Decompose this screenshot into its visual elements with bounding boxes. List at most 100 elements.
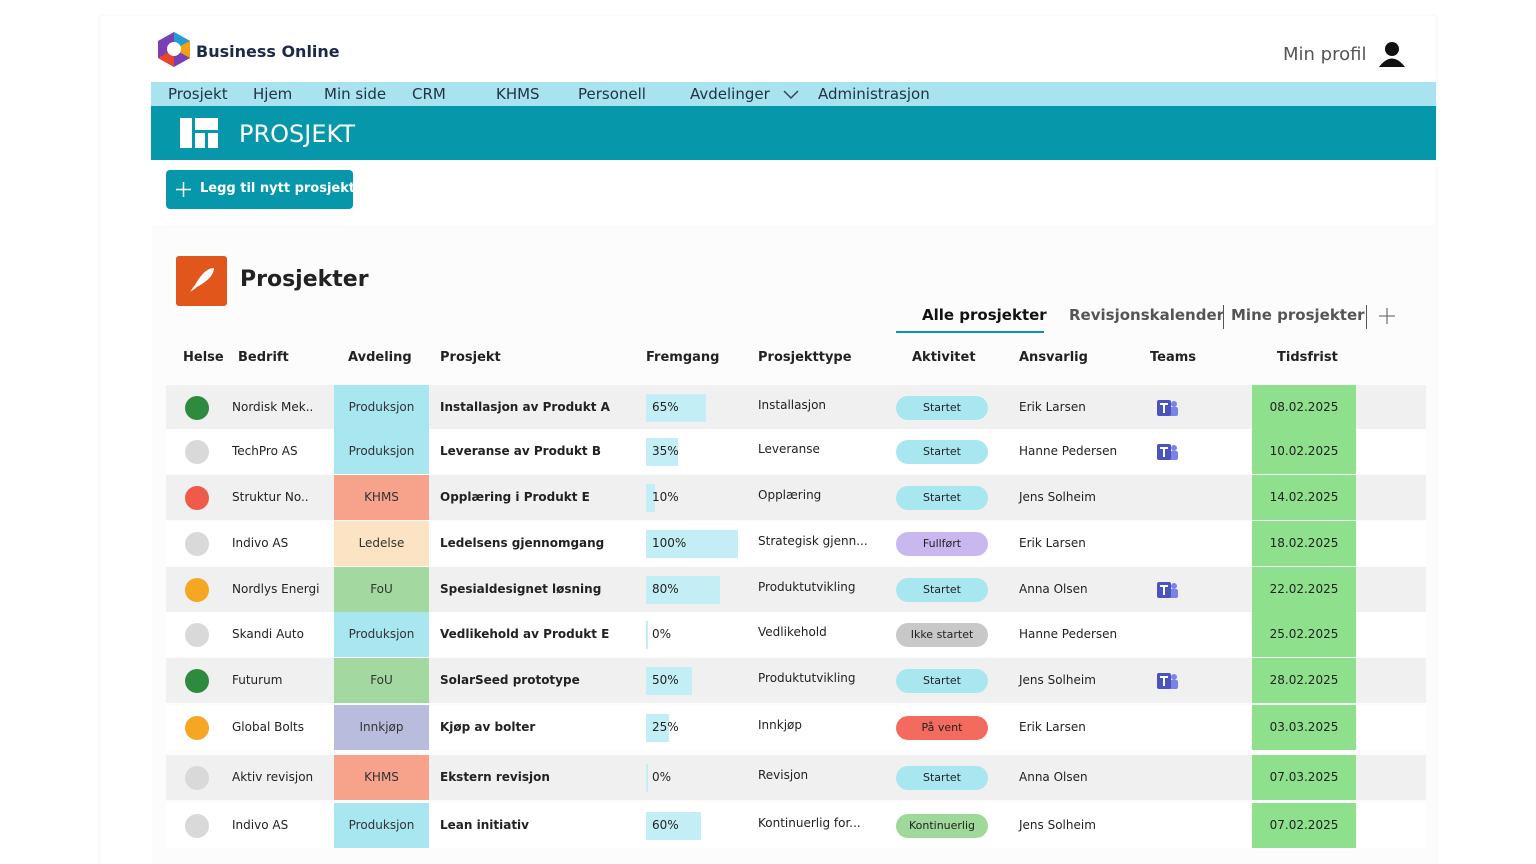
progress-track <box>646 763 648 792</box>
project-type: Opplæring <box>758 487 822 502</box>
progress-bar <box>646 666 692 695</box>
project-type: Revisjon <box>758 767 809 782</box>
add-tab[interactable] <box>1379 308 1395 324</box>
column-header: Ansvarlig <box>1019 350 1088 365</box>
owner: Hanne Pedersen <box>1019 626 1118 641</box>
tab-divider <box>1223 305 1224 329</box>
banner <box>151 106 1436 160</box>
company: Aktiv revisjon <box>232 769 314 784</box>
nav-item[interactable]: Administrasjon <box>818 85 930 103</box>
department: Produksjon <box>348 817 415 832</box>
progress-label: 50% <box>652 672 679 687</box>
progress-label: 80% <box>652 581 679 596</box>
profile-icon[interactable] <box>1378 40 1406 68</box>
nav-item[interactable]: Avdelinger <box>690 85 770 103</box>
teams-icon[interactable] <box>1157 671 1179 691</box>
deadline-cell <box>1252 475 1356 520</box>
deadline: 08.02.2025 <box>1269 399 1339 414</box>
health-dot <box>185 577 209 602</box>
deadline-cell <box>1252 803 1356 848</box>
health-dot <box>185 813 209 838</box>
company: Futurum <box>232 672 283 687</box>
company: Skandi Auto <box>232 626 304 641</box>
logo <box>158 32 190 67</box>
brand: Business Online <box>196 42 340 61</box>
column-header: Helse <box>183 350 224 365</box>
project-name: Lean initiativ <box>440 817 529 832</box>
tab[interactable]: Alle prosjekter <box>922 306 1047 324</box>
column-header: Bedrift <box>238 350 289 365</box>
status-pill <box>896 622 988 647</box>
department-cell <box>334 755 429 800</box>
company: Indivo AS <box>232 817 289 832</box>
deadline: 14.02.2025 <box>1269 489 1339 504</box>
status: Startet <box>923 770 961 784</box>
nav-item[interactable]: Hjem <box>253 85 293 103</box>
add-button-label[interactable]: Legg til nytt prosjekt <box>200 181 356 196</box>
department-cell <box>334 705 429 750</box>
status-pill <box>896 531 988 556</box>
health-dot <box>185 395 209 420</box>
project-name: Spesialdesignet løsning <box>440 581 602 596</box>
deadline-cell <box>1252 705 1356 750</box>
nav-item[interactable]: Personell <box>578 85 646 103</box>
health-dot <box>185 485 209 510</box>
deadline: 10.02.2025 <box>1269 443 1339 458</box>
teams-icon[interactable] <box>1157 580 1179 600</box>
profile-link[interactable]: Min profil <box>1283 44 1367 65</box>
project-type: Leveranse <box>758 441 820 456</box>
deadline-cell <box>1252 567 1356 612</box>
teams-icon[interactable] <box>1157 442 1179 462</box>
project-type: Vedlikehold <box>758 624 827 639</box>
nav-item[interactable]: KHMS <box>496 85 540 103</box>
nav-item[interactable]: Prosjekt <box>168 85 228 103</box>
nav-item[interactable]: Min side <box>324 85 387 103</box>
department-cell <box>334 612 429 657</box>
add-button[interactable] <box>166 170 353 209</box>
column-header: Prosjekt <box>440 350 501 365</box>
dropdown-chevron[interactable] <box>783 88 799 100</box>
status: Startet <box>923 582 961 596</box>
project-type: Kontinuerlig for... <box>758 815 861 830</box>
section-title: Prosjekter <box>240 267 369 292</box>
health-dot <box>185 715 209 740</box>
tab[interactable]: Mine prosjekter <box>1231 306 1365 324</box>
project-name: Kjøp av bolter <box>440 719 536 734</box>
status: Startet <box>923 444 961 458</box>
teams-icon[interactable] <box>1157 398 1179 418</box>
health-dot <box>185 531 209 556</box>
nav-item[interactable]: CRM <box>412 85 446 103</box>
company: Nordlys Energi <box>232 581 320 596</box>
company: Nordisk Mek.. <box>232 399 314 414</box>
project-type: Produktutvikling <box>758 579 856 594</box>
department: Ledelse <box>358 535 405 550</box>
column-header: Prosjekttype <box>758 350 852 365</box>
tab[interactable]: Revisjonskalender <box>1069 306 1225 324</box>
department-cell <box>334 385 429 430</box>
project-name: Opplæring i Produkt E <box>440 489 590 504</box>
progress-label: 0% <box>652 626 672 641</box>
status: Startet <box>923 400 961 414</box>
department: Innkjøp <box>359 719 404 734</box>
project-name: Vedlikehold av Produkt E <box>440 626 610 641</box>
nav-background <box>151 82 1436 106</box>
status: Ikke startet <box>910 627 974 641</box>
progress-label: 25% <box>652 719 679 734</box>
progress-bar <box>646 483 656 512</box>
deadline-cell <box>1252 385 1356 430</box>
column-header: Teams <box>1150 350 1197 365</box>
progress-label: 65% <box>652 399 679 414</box>
column-header: Avdeling <box>348 350 412 365</box>
status: Startet <box>923 490 961 504</box>
progress-label: 0% <box>652 769 672 784</box>
owner: Erik Larsen <box>1019 535 1086 550</box>
project-name: Ledelsens gjennomgang <box>440 535 605 550</box>
health-dot <box>185 622 209 647</box>
banner-title: PROSJEKT <box>239 120 356 148</box>
status-pill <box>896 668 988 693</box>
deadline-cell <box>1252 429 1356 474</box>
owner: Erik Larsen <box>1019 399 1086 414</box>
project-name: Leveranse av Produkt B <box>440 443 601 458</box>
column-header: Tidsfrist <box>1277 350 1338 365</box>
